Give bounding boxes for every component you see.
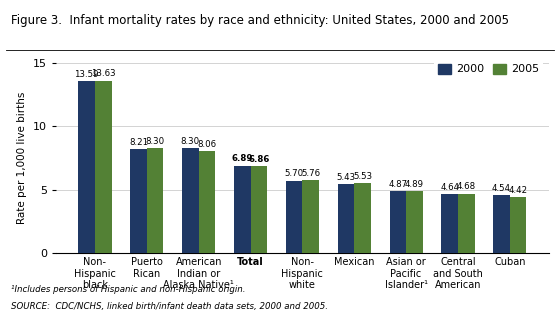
Text: 6.86: 6.86 [248, 155, 269, 164]
Bar [78, 81, 95, 253]
Y-axis label: Rate per 1,000 live births: Rate per 1,000 live births [17, 92, 27, 224]
Text: 5.70: 5.70 [284, 169, 304, 179]
Bar [147, 148, 164, 253]
Bar [302, 180, 319, 253]
Bar [130, 149, 147, 253]
Text: 8.30: 8.30 [181, 137, 200, 146]
Bar [286, 181, 302, 253]
Text: 8.30: 8.30 [146, 137, 165, 146]
Bar [182, 148, 199, 253]
Bar [441, 194, 458, 253]
Text: 4.42: 4.42 [508, 186, 528, 195]
Text: 4.64: 4.64 [440, 183, 459, 192]
Bar [493, 195, 510, 253]
Text: 8.06: 8.06 [198, 140, 217, 149]
Text: 4.89: 4.89 [405, 180, 424, 189]
Bar [338, 184, 354, 253]
Text: SOURCE:  CDC/NCHS, linked birth/infant death data sets, 2000 and 2005.: SOURCE: CDC/NCHS, linked birth/infant de… [11, 302, 328, 311]
Bar [234, 166, 250, 253]
Bar [390, 191, 406, 253]
Bar [95, 81, 111, 253]
Text: 4.54: 4.54 [492, 184, 511, 193]
Text: 13.63: 13.63 [91, 69, 115, 78]
Text: ¹Includes persons of Hispanic and non-Hispanic origin.: ¹Includes persons of Hispanic and non-Hi… [11, 285, 246, 294]
Text: 5.53: 5.53 [353, 172, 372, 181]
Text: 5.43: 5.43 [337, 173, 356, 182]
Legend: 2000, 2005: 2000, 2005 [433, 59, 543, 79]
Bar [354, 183, 371, 253]
Text: 5.76: 5.76 [301, 169, 320, 178]
Text: 13.59: 13.59 [74, 70, 99, 79]
Text: Figure 3.  Infant mortality rates by race and ethnicity: United States, 2000 and: Figure 3. Infant mortality rates by race… [11, 14, 509, 27]
Text: 4.87: 4.87 [388, 180, 407, 189]
Bar [250, 166, 267, 253]
Text: 4.68: 4.68 [457, 182, 476, 191]
Bar [458, 194, 474, 253]
Bar [510, 197, 526, 253]
Bar [199, 151, 215, 253]
Text: 8.21: 8.21 [129, 138, 148, 147]
Bar [406, 191, 423, 253]
Text: 6.89: 6.89 [232, 155, 253, 163]
